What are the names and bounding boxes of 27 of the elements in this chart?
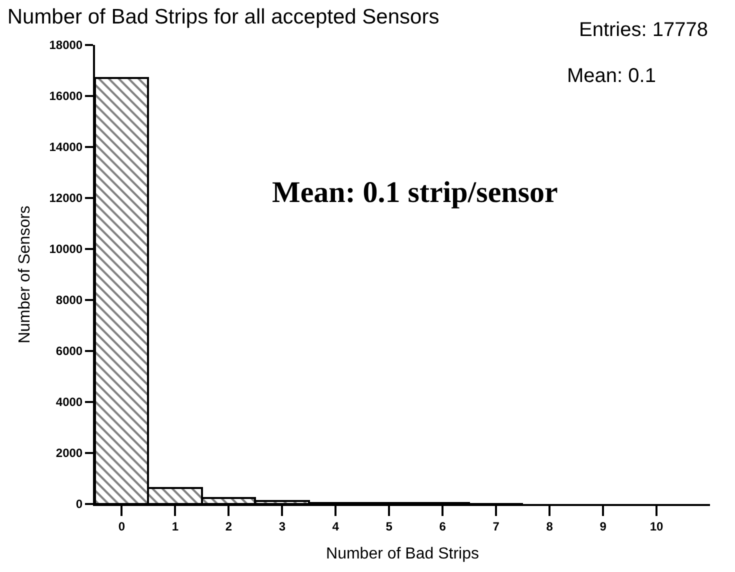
- x-tick-label: 0: [118, 519, 126, 534]
- x-tick-label: 4: [332, 519, 340, 534]
- chart-title: Number of Bad Strips for all accepted Sensors: [7, 5, 440, 28]
- x-axis-title: Number of Bad Strips: [326, 546, 479, 563]
- annotation: Mean: 0.1: [567, 65, 656, 87]
- x-tick-label: 2: [225, 519, 232, 534]
- annotation: Mean: 0.1 strip/sensor: [272, 176, 558, 209]
- x-tick-label: 5: [386, 519, 393, 534]
- y-tick-label: 0: [76, 497, 83, 512]
- x-tick-label: 10: [650, 519, 664, 534]
- x-tick-label: 3: [278, 519, 286, 534]
- x-tick-label: 9: [600, 519, 607, 534]
- y-tick-label: 14000: [49, 140, 83, 154]
- y-axis-title: Number of Sensors: [16, 206, 34, 344]
- y-tick-label: 8000: [56, 293, 83, 308]
- y-tick-label: 2000: [56, 446, 83, 460]
- x-tick-label: 8: [546, 519, 554, 534]
- y-tick-label: 4000: [56, 395, 83, 410]
- x-tick-label: 6: [439, 519, 446, 534]
- x-tick-label: 7: [492, 519, 500, 534]
- y-tick-label: 12000: [49, 191, 83, 206]
- y-tick-label: 16000: [49, 89, 83, 104]
- text: Entries: 17778: [579, 19, 708, 41]
- y-tick-label: 6000: [56, 344, 83, 358]
- x-tick-label: 1: [172, 519, 179, 534]
- y-tick-label: 10000: [49, 242, 83, 256]
- y-tick-label: 18000: [49, 38, 83, 52]
